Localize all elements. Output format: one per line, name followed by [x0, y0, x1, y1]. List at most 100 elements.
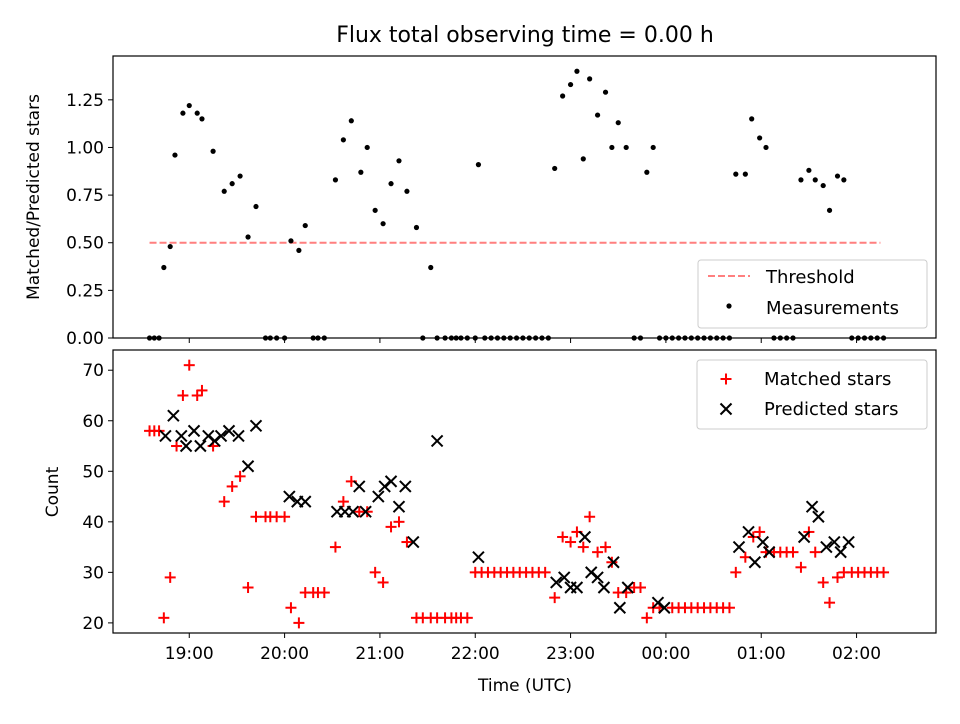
- top-plot-area: [146, 68, 887, 341]
- predicted-point-b: [748, 556, 762, 569]
- predicted-point-b: [392, 500, 406, 513]
- predicted-point: [187, 424, 201, 438]
- matched-point: [723, 602, 735, 614]
- bottom-y-axis: 20 30 40 50 60 70: [82, 361, 113, 634]
- bottom-y-tick-label: 60: [82, 412, 104, 432]
- predicted-point: [578, 530, 592, 544]
- measurement-point: [388, 181, 394, 187]
- matched-point: [809, 546, 821, 558]
- matched-point: [730, 566, 742, 578]
- predicted-point-b: [558, 571, 571, 584]
- measurement-point: [574, 68, 580, 74]
- predicted-point-b: [607, 556, 620, 569]
- matched-point: [606, 556, 618, 568]
- measurement-point: [742, 171, 748, 177]
- measurement-point: [194, 110, 200, 116]
- measurement-point: [404, 188, 410, 194]
- bottom-y-tick-label: 30: [82, 563, 104, 583]
- bottom-legend: Matched stars Predicted stars: [696, 359, 928, 430]
- predicted-point: [558, 571, 571, 584]
- predicted-point-b: [797, 530, 811, 544]
- bottom-x-tick-label: 20:00: [260, 644, 309, 664]
- measurement-point: [340, 137, 346, 143]
- top-y-tick-label: 1.00: [66, 138, 104, 158]
- measurement-point: [594, 112, 601, 118]
- measurement-point: [475, 162, 482, 168]
- top-y-tick-label: 1.25: [66, 91, 104, 111]
- matched-point: [557, 531, 569, 543]
- predicted-point: [194, 439, 207, 453]
- matched-point: [369, 566, 381, 578]
- measurement-point: [186, 102, 192, 109]
- predicted-point-b: [399, 480, 412, 493]
- matched-point: [401, 536, 413, 548]
- measurement-point: [826, 207, 833, 213]
- measurement-point: [834, 173, 841, 179]
- matched-point: [226, 480, 238, 492]
- predicted-point: [472, 550, 485, 564]
- bottom-x-tick-label: 01:00: [737, 644, 786, 664]
- predicted-point-b: [613, 601, 627, 614]
- matched-point: [293, 617, 305, 629]
- measurement-point: [798, 177, 804, 183]
- measurement-point: [253, 203, 259, 210]
- bottom-x-tick-label: 22:00: [451, 644, 500, 664]
- predicted-point-b: [159, 429, 172, 443]
- predicted-point: [407, 535, 420, 549]
- bottom-x-tick-label: 02:00: [832, 644, 881, 664]
- predicted-point: [399, 480, 412, 493]
- measurement-point: [358, 169, 364, 175]
- matched-point: [279, 511, 291, 523]
- measurement-point: [172, 152, 178, 158]
- predicted-point: [384, 475, 398, 488]
- predicted-point: [820, 540, 833, 554]
- predicted-point: [353, 480, 366, 493]
- predicted-point: [222, 424, 236, 438]
- predicted-point: [742, 525, 755, 539]
- matched-point: [218, 496, 230, 508]
- top-y-tick-label: 0.50: [66, 234, 104, 254]
- matched-point: [461, 612, 473, 624]
- bottom-x-tick-label: 23:00: [546, 644, 595, 664]
- figure-title: Flux total observing time = 0.00 h: [336, 23, 714, 48]
- predicted-point: [232, 429, 245, 443]
- bottom-y-axis-label: Count: [43, 466, 63, 517]
- matched-point: [549, 592, 561, 604]
- matched-point: [787, 546, 799, 558]
- matched-point: [592, 546, 604, 558]
- matched-point: [234, 470, 246, 482]
- predicted-point-b: [570, 581, 584, 594]
- bottom-x-tick-label: 19:00: [165, 644, 214, 664]
- matched-point: [641, 612, 653, 624]
- measurement-point: [567, 81, 574, 88]
- measurement-point: [820, 182, 826, 189]
- predicted-point-b: [179, 439, 193, 453]
- measurement-point: [229, 181, 235, 187]
- predicted-point-b: [232, 429, 245, 443]
- bottom-x-axis: 19:00 20:00 21:00 22:00 23:00 00:00 01:00 02:00: [165, 633, 881, 664]
- predicted-point-b: [283, 490, 296, 503]
- matched-point: [600, 541, 612, 553]
- predicted-point-b: [241, 460, 255, 473]
- predicted-point: [167, 409, 180, 422]
- matched-point: [754, 526, 766, 538]
- matched-point: [577, 541, 589, 553]
- predicted-point-b: [214, 429, 228, 443]
- predicted-point-b: [812, 510, 825, 523]
- predicted-point: [570, 581, 584, 594]
- legend-matched-swatch: [720, 373, 732, 385]
- predicted-point: [392, 500, 406, 513]
- legend-matched-marker: [720, 373, 732, 385]
- matched-point: [318, 587, 330, 599]
- measurement-point: [812, 177, 818, 183]
- measurement-point: [806, 167, 812, 173]
- predicted-point-b: [651, 596, 665, 609]
- predicted-point-b: [222, 424, 236, 438]
- matched-point: [634, 582, 646, 594]
- measurement-point: [623, 144, 629, 151]
- top-y-axis-label: Matched/Predicted stars: [24, 94, 44, 300]
- legend-threshold-label: Threshold: [765, 267, 855, 288]
- measurement-point: [332, 177, 339, 183]
- bottom-legend-box: [696, 359, 928, 430]
- matched-point: [164, 571, 176, 583]
